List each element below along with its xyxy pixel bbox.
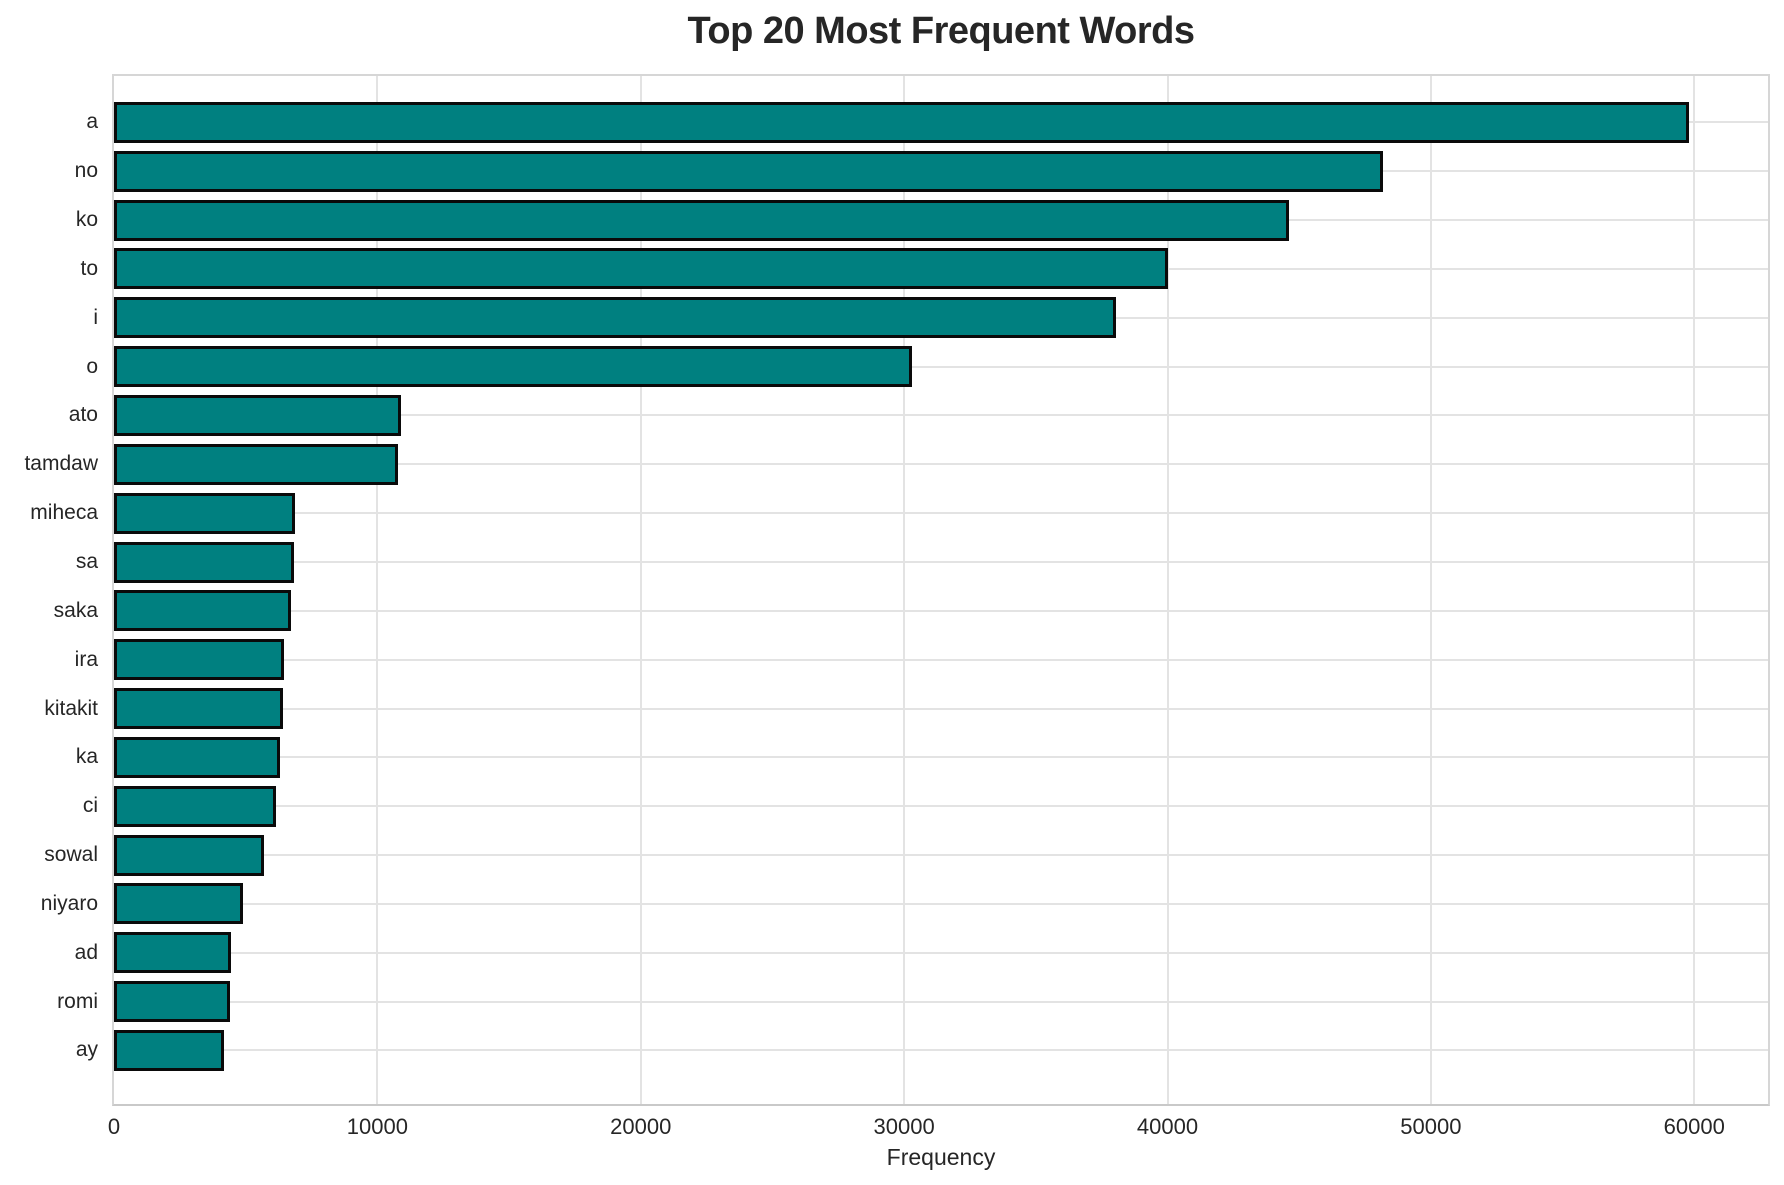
horizontal-gridline (114, 854, 1768, 857)
frequency-bar (114, 981, 231, 1023)
bar-row: kitakit (44, 684, 1768, 733)
x-axis-tick-label: 30000 (873, 1114, 935, 1139)
horizontal-gridline (114, 561, 1768, 564)
vertical-gridline (376, 76, 379, 1104)
frequency-bar (114, 150, 1384, 192)
bar-row: ato (69, 391, 1768, 440)
frequency-bar (114, 1029, 225, 1071)
horizontal-gridline (114, 951, 1768, 954)
bar-row: miheca (30, 489, 1768, 538)
vertical-gridline (1693, 76, 1696, 1104)
plot-area: a no ko to i o ato tamdaw miheca sa saka ira kitakit… (24, 74, 1770, 1106)
y-axis-category-label: niyaro (40, 891, 98, 915)
x-axis-tick-label: 20000 (610, 1114, 672, 1139)
horizontal-gridline (114, 1049, 1768, 1052)
frequency-bar (114, 346, 913, 388)
horizontal-gridline (114, 463, 1768, 466)
x-axis-tick-label: 10000 (346, 1114, 408, 1139)
bar-row: romi (57, 977, 1768, 1026)
bar-row: o (86, 342, 1768, 391)
frequency-bar (114, 199, 1289, 241)
y-axis-category-label: ko (75, 208, 98, 232)
frequency-bar (114, 736, 281, 778)
x-axis-tick-label: 0 (107, 1114, 121, 1139)
horizontal-gridline (114, 414, 1768, 417)
bar-row: ad (75, 928, 1768, 977)
frequency-bar (114, 248, 1168, 290)
frequency-bar (114, 101, 1689, 143)
bar-row: saka (54, 586, 1768, 635)
bar-row: to (80, 245, 1768, 294)
horizontal-gridline (114, 707, 1768, 710)
bar-row: i (93, 293, 1768, 342)
y-axis-category-label: miheca (30, 501, 98, 525)
y-axis-category-label: ay (75, 1038, 98, 1062)
bar-row: ko (76, 196, 1768, 245)
horizontal-gridline (114, 1000, 1768, 1003)
y-axis-category-label: o (86, 354, 98, 378)
frequency-bar (114, 492, 295, 534)
bar-rows-container: a no ko to i o ato tamdaw miheca sa saka ira kitakit… (24, 76, 1768, 1104)
frequency-bar (114, 590, 292, 632)
chart-title: Top 20 Most Frequent Words (687, 10, 1195, 52)
y-axis-category-label: saka (53, 598, 98, 622)
frequency-bar (114, 785, 276, 827)
bar-row: sa (76, 538, 1768, 587)
y-axis-category-label: ci (82, 794, 98, 818)
horizontal-gridline (114, 805, 1768, 808)
frequency-bar (114, 443, 399, 485)
x-axis-tick-label: 50000 (1400, 1114, 1462, 1139)
vertical-gridline (1429, 76, 1432, 1104)
horizontal-gridline (114, 902, 1768, 905)
bar-row: sowal (44, 831, 1768, 880)
frequency-bar (114, 639, 285, 681)
x-axis-tick-label: 40000 (1136, 1114, 1199, 1139)
y-axis-category-label: ato (68, 403, 98, 427)
y-axis-category-label: kitakit (44, 696, 98, 720)
y-axis-category-label: no (74, 159, 98, 183)
frequency-bar (114, 883, 244, 925)
x-axis-title: Frequency (886, 1144, 996, 1170)
bar-row: niyaro (41, 880, 1768, 929)
bar-row: ka (76, 733, 1768, 782)
y-axis-category-label: ad (74, 940, 98, 964)
y-axis-category-label: a (86, 110, 98, 134)
horizontal-gridline (114, 658, 1768, 661)
vertical-gridline (1166, 76, 1169, 1104)
x-axis-tick-label: 60000 (1663, 1114, 1725, 1139)
vertical-gridline (639, 76, 642, 1104)
bar-row: ira (75, 635, 1768, 684)
y-axis-category-label: tamdaw (24, 452, 98, 476)
y-axis-category-label: romi (57, 989, 98, 1013)
frequency-bar (114, 394, 402, 436)
bar-row: no (75, 147, 1768, 196)
bar-row: ci (83, 782, 1768, 831)
bar-row: ay (76, 1026, 1768, 1075)
bar-row: a (86, 98, 1768, 147)
y-axis-category-label: sa (75, 550, 98, 574)
horizontal-gridline (114, 512, 1768, 515)
horizontal-gridline (114, 756, 1768, 759)
x-axis-ticks: 0 10000 20000 30000 40000 50000 60000 (108, 1114, 1768, 1144)
bar-row: tamdaw (24, 440, 1768, 489)
horizontal-gridline (114, 609, 1768, 612)
y-axis-category-label: ka (75, 745, 98, 769)
frequency-bar (114, 541, 295, 583)
frequency-bar (114, 932, 231, 974)
y-axis-category-label: ira (74, 647, 98, 671)
frequency-bar (114, 834, 264, 876)
horizontal-gridline (114, 365, 1768, 368)
y-axis-category-label: sowal (44, 843, 98, 867)
y-axis-category-label: to (80, 256, 98, 280)
frequency-bar (114, 297, 1117, 339)
y-axis-category-label: i (93, 305, 98, 329)
vertical-gridline (903, 76, 906, 1104)
frequency-bar (114, 688, 283, 730)
